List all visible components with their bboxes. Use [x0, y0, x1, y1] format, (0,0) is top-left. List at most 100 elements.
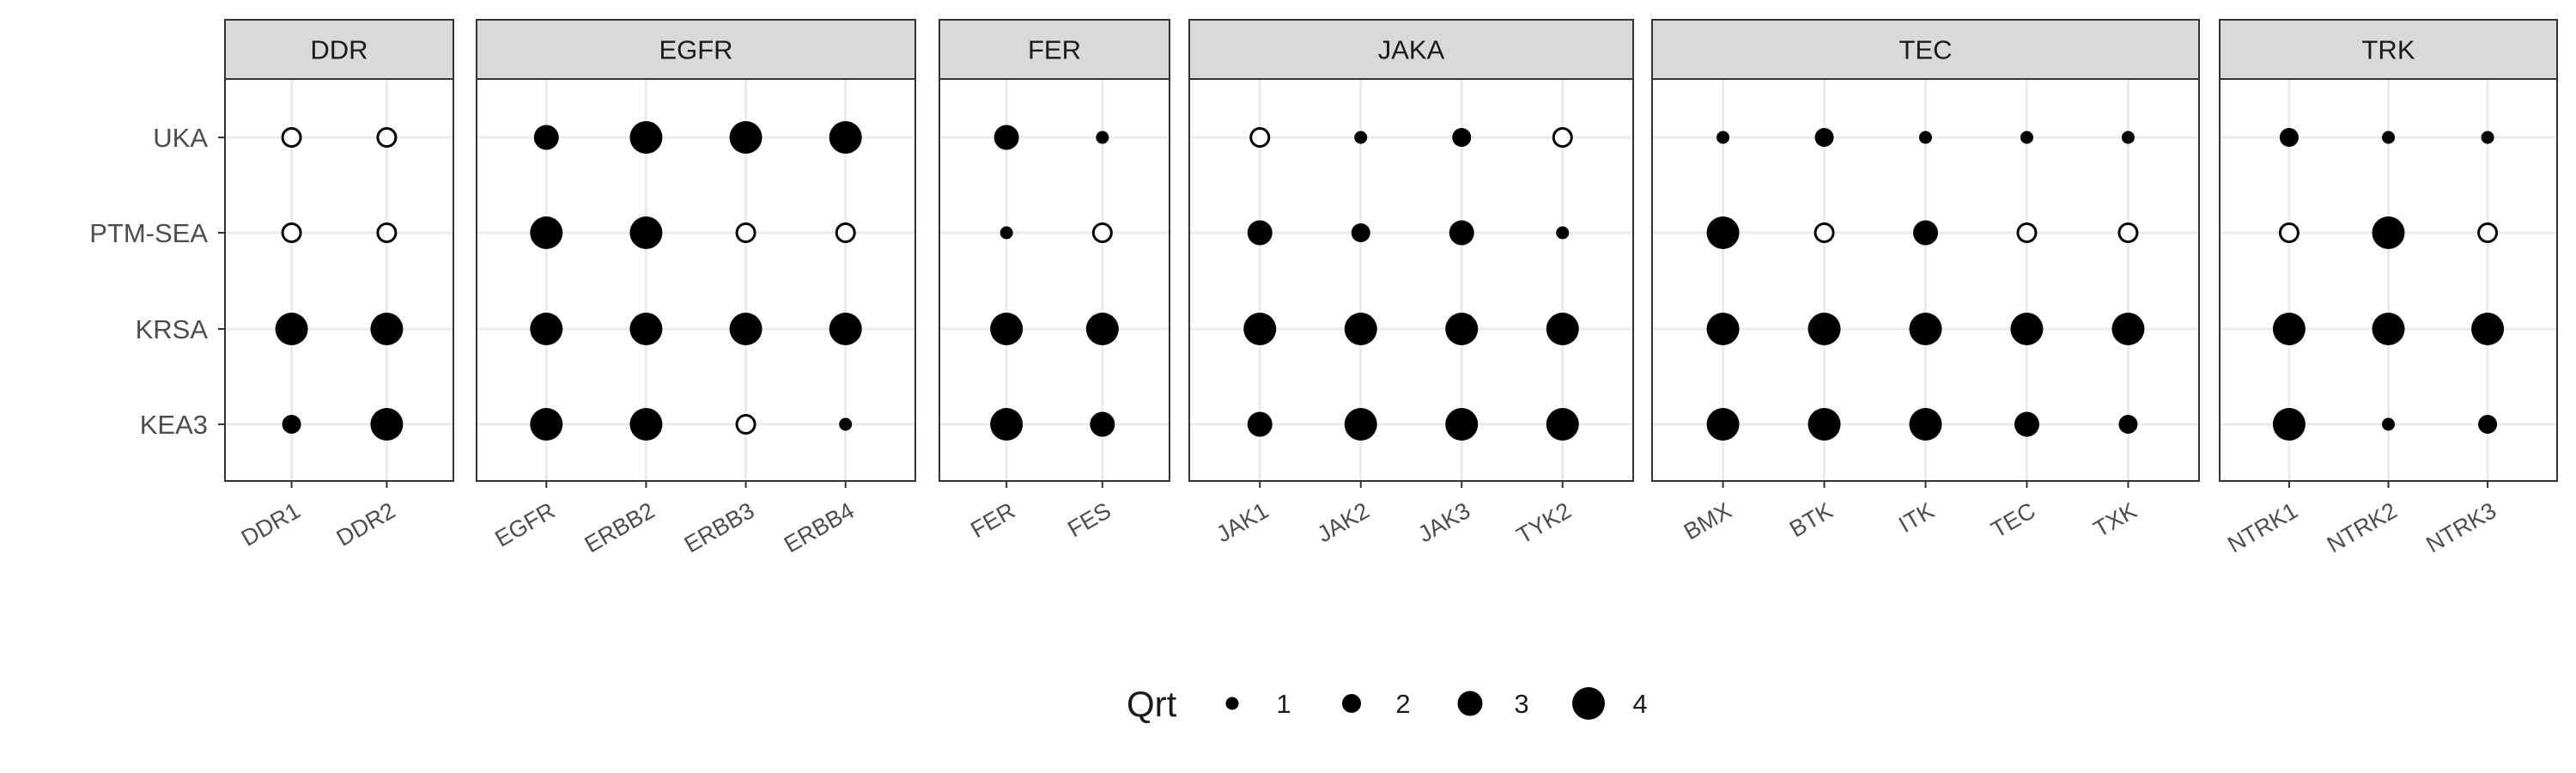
panel-background	[939, 79, 1170, 481]
point-ntrk2-krsa	[2372, 313, 2405, 345]
point-ddr2-uka	[376, 127, 398, 148]
point-fes-ptm-sea	[1091, 222, 1113, 243]
point-bmx-krsa	[1706, 313, 1740, 345]
facet-label: FER	[1028, 35, 1081, 65]
point-jak1-kea3	[1247, 411, 1273, 437]
point-ntrk3-ptm-sea	[2477, 222, 2499, 243]
point-ntrk1-uka	[2279, 128, 2299, 147]
point-itk-kea3	[1909, 408, 1942, 441]
point-jak2-krsa	[1344, 313, 1377, 345]
y-tick-label: KEA3	[140, 410, 208, 440]
x-tick-label: ERBB4	[780, 497, 859, 557]
point-fes-uka	[1096, 131, 1109, 144]
point-ddr1-ptm-sea	[281, 222, 302, 243]
point-itk-uka	[1919, 131, 1932, 144]
x-tick-label: BMX	[1680, 497, 1736, 545]
legend-key-4	[1572, 687, 1605, 720]
facet-tec: TEC BMX BTK ITK TEC TXK	[1651, 19, 2200, 545]
x-tick-label: FES	[1063, 497, 1115, 542]
y-axis: UKA PTM-SEA KRSA KEA3	[89, 123, 225, 440]
legend-label: 1	[1276, 689, 1291, 719]
x-tick-label: JAK1	[1212, 497, 1273, 547]
point-erbb3-krsa	[729, 313, 762, 345]
x-tick-label: DDR1	[237, 497, 305, 551]
facet-label: DDR	[310, 35, 368, 65]
point-jak2-kea3	[1344, 408, 1377, 441]
point-jak1-krsa	[1243, 313, 1277, 345]
point-fer-ptm-sea	[999, 226, 1013, 240]
facet-strip	[1651, 19, 2200, 80]
point-txk-krsa	[2111, 313, 2145, 345]
point-egfr-ptm-sea	[530, 216, 563, 249]
point-tec-kea3	[2014, 411, 2039, 437]
facet-label: TRK	[2362, 35, 2415, 65]
facet-strip	[939, 19, 1170, 80]
size-legend: Qrt 1 2 3 4	[1127, 684, 1648, 724]
point-jak1-ptm-sea	[1247, 220, 1273, 246]
point-erbb3-uka	[729, 121, 762, 154]
point-ntrk2-kea3	[2382, 417, 2395, 431]
legend-key-2	[1342, 694, 1361, 713]
x-tick-label: NTRK1	[2223, 497, 2302, 557]
point-bmx-kea3	[1706, 408, 1740, 441]
legend-label: 4	[1632, 689, 1647, 719]
point-ntrk1-ptm-sea	[2278, 222, 2300, 243]
facet-strip	[476, 19, 916, 80]
point-ntrk3-kea3	[2478, 415, 2498, 434]
point-btk-krsa	[1807, 313, 1841, 345]
point-erbb3-ptm-sea	[735, 222, 756, 243]
x-tick-label: FER	[966, 497, 1019, 543]
legend-label: 3	[1514, 689, 1528, 719]
x-tick-label: TEC	[1987, 497, 2040, 543]
point-ddr1-uka	[281, 127, 302, 148]
point-btk-uka	[1814, 128, 1834, 147]
point-erbb4-kea3	[839, 417, 853, 431]
y-tick-label: UKA	[153, 123, 208, 153]
facet-label: EGFR	[659, 35, 732, 65]
point-ntrk1-kea3	[2272, 408, 2306, 441]
point-jak3-ptm-sea	[1449, 220, 1474, 246]
point-tec-ptm-sea	[2016, 222, 2038, 243]
point-ntrk2-uka	[2382, 131, 2395, 144]
point-jak3-kea3	[1445, 408, 1479, 441]
point-erbb2-ptm-sea	[629, 216, 663, 249]
facet-strip	[2219, 19, 2558, 80]
facet-trk: TRK NTRK1 NTRK2 NTRK3	[2219, 19, 2558, 557]
panel-background	[225, 79, 453, 481]
facet-label: TEC	[1899, 35, 1953, 65]
point-erbb2-uka	[629, 121, 663, 154]
point-fes-kea3	[1090, 411, 1115, 437]
x-tick-label: BTK	[1785, 497, 1837, 542]
point-erbb4-uka	[829, 121, 862, 154]
facet-ddr: DDR DDR1 DDR2	[224, 19, 454, 551]
point-egfr-kea3	[530, 408, 563, 441]
legend-key-1	[1225, 697, 1239, 710]
point-ntrk3-krsa	[2471, 313, 2505, 345]
point-jak3-uka	[1452, 128, 1472, 147]
x-tick-label: EGFR	[490, 497, 559, 551]
y-tick-label: KRSA	[136, 314, 209, 344]
point-ddr1-kea3	[282, 415, 301, 434]
legend-key-3	[1457, 691, 1483, 716]
facet-jaka: JAKA JAK1 JAK2 JAK3 TYK2	[1188, 19, 1634, 549]
point-jak1-uka	[1249, 127, 1271, 148]
point-fer-krsa	[990, 313, 1024, 345]
x-tick-label: DDR2	[332, 497, 400, 551]
x-tick-label: TYK2	[1512, 497, 1575, 549]
point-erbb2-kea3	[629, 408, 663, 441]
x-tick-label: ERBB2	[580, 497, 659, 557]
point-erbb3-kea3	[735, 414, 756, 435]
facet-fer: FER FER FES	[939, 19, 1170, 543]
point-ddr2-kea3	[370, 408, 404, 441]
point-egfr-krsa	[530, 313, 563, 345]
x-tick-label: ERBB3	[680, 497, 759, 557]
point-ntrk1-krsa	[2272, 313, 2306, 345]
facet-label: JAKA	[1378, 35, 1445, 65]
point-txk-uka	[2121, 131, 2135, 144]
x-tick-label: JAK3	[1413, 497, 1474, 547]
point-erbb2-krsa	[629, 313, 663, 345]
point-jak3-krsa	[1445, 313, 1479, 345]
x-tick-label: NTRK3	[2421, 497, 2500, 557]
